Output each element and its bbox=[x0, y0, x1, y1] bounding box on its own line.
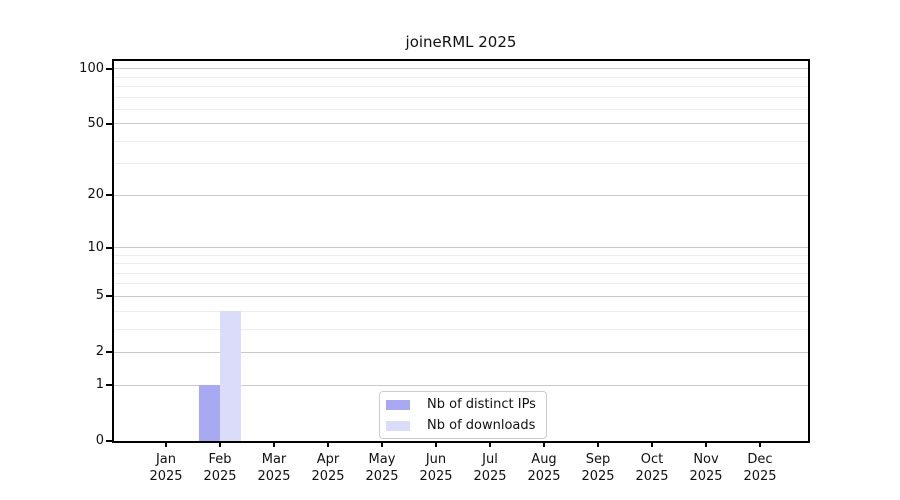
minor-gridline bbox=[114, 310, 808, 312]
legend-label-downloads: Nb of downloads bbox=[427, 418, 536, 433]
x-axis-tick-label: May 2025 bbox=[365, 452, 399, 484]
x-axis-tick bbox=[381, 443, 383, 447]
y-axis-tick bbox=[106, 194, 112, 197]
minor-gridline bbox=[114, 272, 808, 274]
y-axis-tick bbox=[106, 440, 112, 442]
minor-gridline bbox=[114, 254, 808, 256]
major-gridline bbox=[114, 351, 808, 353]
y-axis-tick-label: 0 bbox=[95, 433, 104, 448]
minor-gridline bbox=[114, 96, 808, 98]
minor-gridline bbox=[114, 108, 808, 110]
x-axis-tick-label: Jan 2025 bbox=[149, 452, 183, 484]
y-axis-tick bbox=[106, 384, 112, 387]
plot-inner bbox=[114, 61, 808, 441]
major-gridline bbox=[114, 194, 808, 196]
x-axis-tick bbox=[543, 443, 545, 447]
x-axis-tick-label: Apr 2025 bbox=[311, 452, 345, 484]
legend-label-distinct-ips: Nb of distinct IPs bbox=[427, 397, 536, 412]
x-axis-tick-label: Jul 2025 bbox=[473, 452, 507, 484]
major-gridline bbox=[114, 123, 808, 125]
minor-gridline bbox=[114, 76, 808, 78]
major-gridline bbox=[114, 247, 808, 249]
minor-gridline bbox=[114, 283, 808, 285]
x-axis-tick bbox=[705, 443, 707, 447]
minor-gridline bbox=[114, 263, 808, 265]
y-axis-tick-label: 5 bbox=[95, 288, 104, 304]
plot-area: Nb of distinct IPs Nb of downloads bbox=[112, 59, 810, 443]
x-axis-tick-label: Dec 2025 bbox=[743, 452, 777, 484]
y-axis-tick-label: 10 bbox=[87, 239, 104, 255]
minor-gridline bbox=[114, 328, 808, 330]
y-axis-tick bbox=[106, 351, 112, 354]
x-axis-tick bbox=[273, 443, 275, 447]
legend-swatch-distinct-ips bbox=[386, 399, 410, 410]
y-axis-tick bbox=[106, 295, 112, 298]
y-axis-tick-label: 100 bbox=[79, 60, 104, 76]
major-gridline bbox=[114, 384, 808, 386]
x-axis-tick-label: Feb 2025 bbox=[203, 452, 237, 484]
x-axis-tick bbox=[651, 443, 653, 447]
x-axis-tick bbox=[435, 443, 437, 447]
x-axis-tick bbox=[219, 443, 221, 447]
y-axis-tick bbox=[106, 122, 112, 125]
legend-entry-downloads: Nb of downloads bbox=[386, 416, 546, 435]
minor-gridline bbox=[114, 85, 808, 87]
x-axis-tick bbox=[759, 443, 761, 447]
y-axis-tick-label: 20 bbox=[87, 187, 104, 203]
y-axis-tick-label: 50 bbox=[87, 115, 104, 131]
x-axis-tick-label: Aug 2025 bbox=[527, 452, 561, 484]
y-axis-tick bbox=[106, 67, 112, 70]
x-axis-tick-label: Oct 2025 bbox=[635, 452, 669, 484]
x-axis-tick bbox=[327, 443, 329, 447]
legend: Nb of distinct IPs Nb of downloads bbox=[379, 391, 547, 439]
x-axis-tick-label: Sep 2025 bbox=[581, 452, 615, 484]
y-axis-tick-label: 2 bbox=[95, 344, 104, 360]
x-axis-tick bbox=[165, 443, 167, 447]
legend-entry-distinct-ips: Nb of distinct IPs bbox=[386, 395, 546, 414]
bar-nb-of-downloads bbox=[220, 311, 241, 441]
minor-gridline bbox=[114, 163, 808, 165]
x-axis-tick bbox=[489, 443, 491, 447]
y-axis-tick bbox=[106, 246, 112, 249]
x-axis-tick-label: Nov 2025 bbox=[689, 452, 723, 484]
legend-swatch-downloads bbox=[386, 420, 410, 431]
major-gridline bbox=[114, 295, 808, 297]
x-axis-tick-label: Jun 2025 bbox=[419, 452, 453, 484]
x-axis-tick bbox=[597, 443, 599, 447]
y-axis-tick-label: 1 bbox=[95, 377, 104, 393]
x-axis-tick-label: Mar 2025 bbox=[257, 452, 291, 484]
bar-nb-of-distinct-ips bbox=[199, 385, 220, 441]
minor-gridline bbox=[114, 140, 808, 142]
major-gridline bbox=[114, 68, 808, 70]
chart-title: joineRML 2025 bbox=[405, 33, 517, 51]
